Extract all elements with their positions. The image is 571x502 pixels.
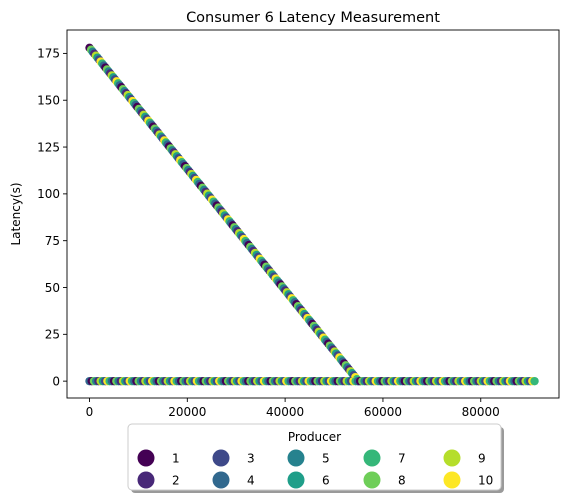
legend-marker xyxy=(287,449,305,467)
legend-label: 7 xyxy=(398,452,406,466)
legend-label: 9 xyxy=(478,452,486,466)
x-tick-label: 60000 xyxy=(364,405,402,419)
legend-marker xyxy=(137,449,155,467)
legend-label: 5 xyxy=(322,452,330,466)
y-tick-label: 125 xyxy=(37,140,60,154)
legend-marker xyxy=(287,471,305,489)
legend-label: 2 xyxy=(172,474,180,488)
x-tick-label: 80000 xyxy=(462,405,500,419)
y-tick-label: 25 xyxy=(45,328,60,342)
legend-marker xyxy=(363,449,381,467)
legend-marker xyxy=(443,449,461,467)
y-tick-label: 75 xyxy=(45,234,60,248)
legend-label: 8 xyxy=(398,474,406,488)
legend-marker xyxy=(212,449,230,467)
x-tick-label: 0 xyxy=(86,405,94,419)
y-axis-label: Latency(s) xyxy=(9,182,23,245)
y-tick-label: 175 xyxy=(37,47,60,61)
legend-marker xyxy=(137,471,155,489)
x-axis: 0 20000 40000 60000 80000 xyxy=(86,398,500,419)
legend-marker xyxy=(363,471,381,489)
legend-label: 3 xyxy=(247,452,255,466)
y-tick-label: 50 xyxy=(45,281,60,295)
legend-label: 1 xyxy=(172,452,180,466)
legend-label: 6 xyxy=(322,474,330,488)
legend-title: Producer xyxy=(288,430,341,444)
legend-marker xyxy=(443,471,461,489)
legend-marker xyxy=(212,471,230,489)
y-axis: 0 25 50 75 100 125 150 175 xyxy=(37,47,67,388)
x-tick-label: 20000 xyxy=(168,405,206,419)
data-point-baseline xyxy=(530,376,539,386)
y-tick-label: 0 xyxy=(52,374,60,388)
legend: Producer 1 2 3 4 5 6 7 8 9 10 xyxy=(127,423,504,493)
plot-frame xyxy=(66,29,560,399)
x-tick-label: 40000 xyxy=(266,405,304,419)
legend-label: 4 xyxy=(247,474,255,488)
y-tick-label: 100 xyxy=(37,187,60,201)
scatter-points xyxy=(85,43,539,386)
legend-label: 10 xyxy=(478,474,493,488)
y-tick-label: 150 xyxy=(37,94,60,108)
chart-title: Consumer 6 Latency Measurement xyxy=(186,10,440,26)
